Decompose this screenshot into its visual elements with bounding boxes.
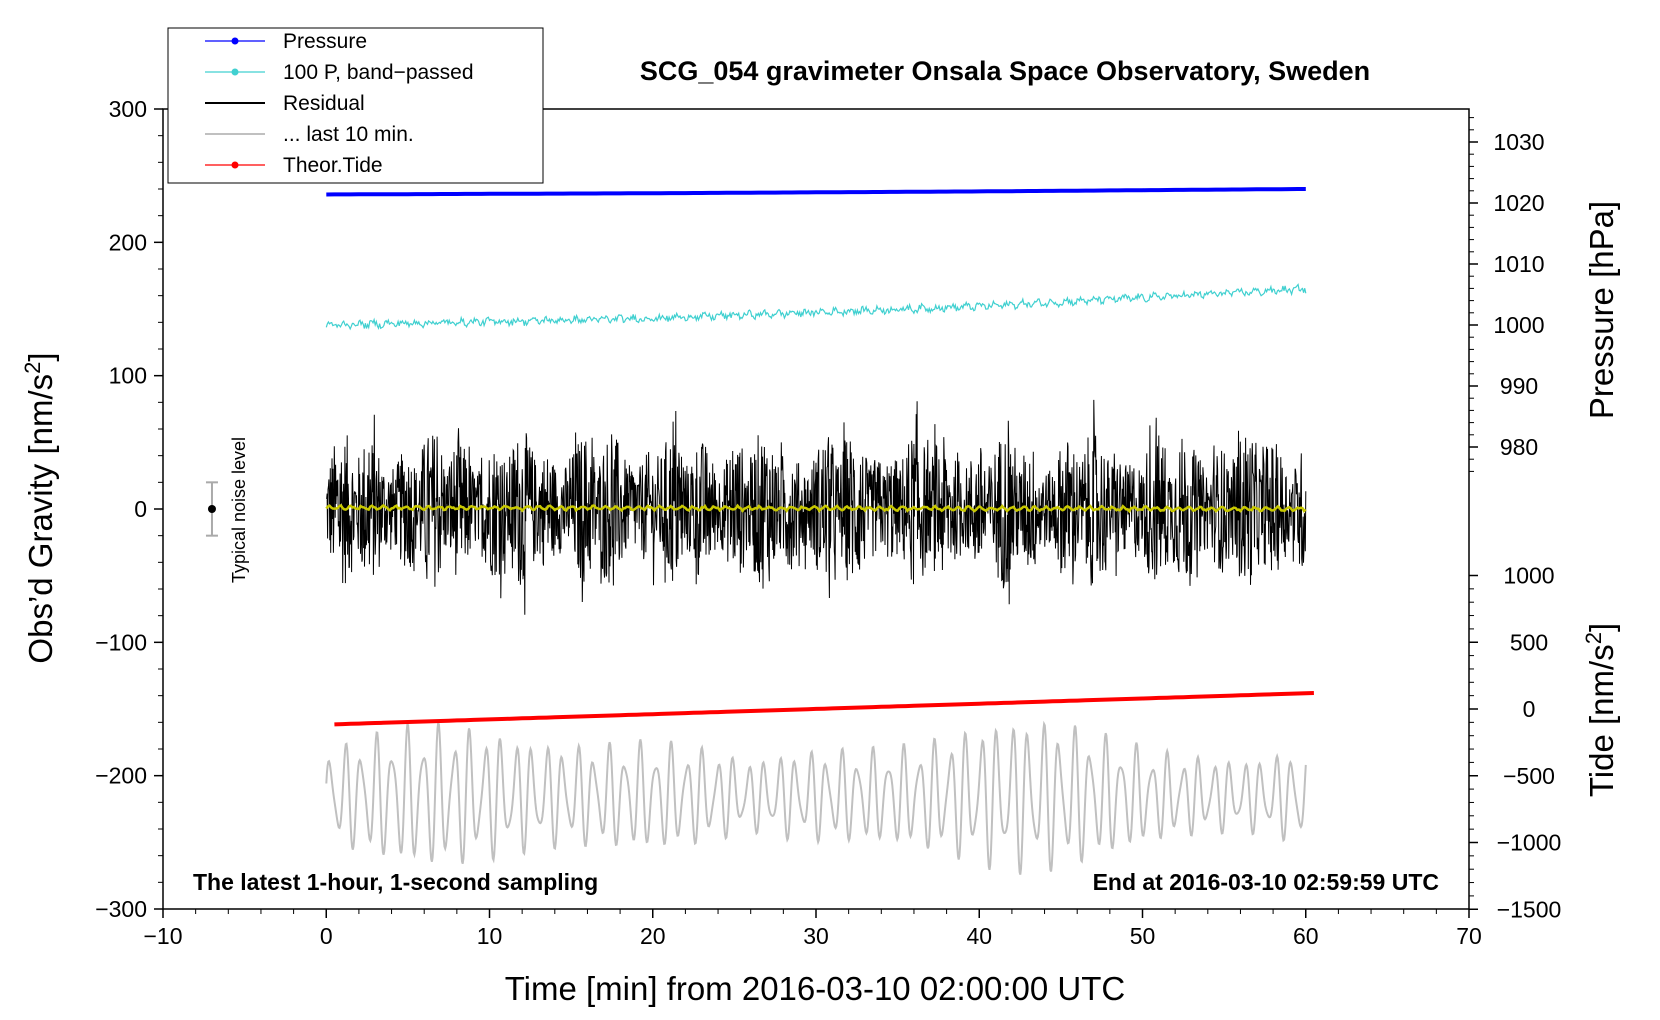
legend: Pressure 100 P, band−passed Residual ... la… — [167, 27, 544, 184]
pressure-tick-label: 1000 — [1493, 312, 1544, 338]
x-tick-label: −10 — [143, 923, 182, 949]
pressure-axis-label: Pressure [hPa] — [1583, 201, 1620, 419]
legend-label: 100 P, band−passed — [283, 61, 474, 84]
x-axis: −10 0 10 20 30 40 50 60 70 — [143, 909, 1482, 949]
tide-axis-label: Tide [nm/s2] — [1581, 623, 1621, 797]
tide-tick-label: 0 — [1523, 696, 1536, 722]
legend-box — [167, 27, 544, 184]
y-tick-label: −300 — [95, 896, 147, 922]
series-last-10-min — [325, 720, 1307, 875]
noise-bar: Typical noise level — [205, 437, 249, 583]
legend-marker — [231, 37, 239, 45]
x-axis-label: Time [min] from 2016-03-10 02:00:00 UTC — [505, 970, 1126, 1007]
chart-title: SCG_054 gravimeter Onsala Space Observat… — [640, 56, 1370, 86]
y-axis-label: Obs’d Gravity [nm/s2] — [20, 352, 60, 663]
y-tick-label: −200 — [95, 763, 147, 789]
legend-item: Pressure — [205, 30, 367, 53]
series-theoretical-tide — [334, 691, 1314, 727]
pressure-axis: 1030 1020 1010 1000 990 980 — [1469, 117, 1545, 472]
y-tick-label: 200 — [109, 229, 147, 255]
pressure-tick-label: 1020 — [1493, 190, 1544, 216]
legend-label: ... last 10 min. — [283, 123, 414, 146]
pressure-tick-label: 990 — [1500, 373, 1538, 399]
legend-label: Pressure — [283, 30, 367, 53]
legend-marker — [231, 68, 239, 76]
series-layer — [325, 187, 1314, 875]
legend-label: Theor.Tide — [283, 154, 383, 177]
noise-bar-dot — [207, 505, 216, 513]
legend-item: Theor.Tide — [205, 154, 383, 177]
legend-marker — [231, 161, 239, 169]
x-tick-label: 40 — [966, 923, 992, 949]
y-tick-label: 300 — [109, 96, 147, 122]
annotation-right: End at 2016-03-10 02:59:59 UTC — [1093, 869, 1439, 895]
series-pressure — [326, 187, 1306, 197]
pressure-tick-label: 980 — [1500, 434, 1538, 460]
x-tick-label: 10 — [477, 923, 503, 949]
legend-item: 100 P, band−passed — [205, 61, 474, 84]
legend-label: Residual — [283, 92, 365, 115]
series-band-passed-pressure — [325, 283, 1307, 331]
annotation-left: The latest 1-hour, 1-second sampling — [193, 869, 598, 895]
x-tick-label: 50 — [1130, 923, 1156, 949]
x-tick-label: 60 — [1293, 923, 1319, 949]
series-smoothed-residual — [325, 503, 1307, 514]
y-tick-label: 0 — [134, 496, 147, 522]
y-axis-left: 300 200 100 0 −100 −200 −300 — [95, 96, 163, 922]
tide-tick-label: −500 — [1503, 763, 1555, 789]
legend-item: Residual — [205, 92, 365, 115]
tide-tick-label: −1000 — [1497, 830, 1562, 856]
pressure-tick-label: 1030 — [1493, 129, 1544, 155]
pressure-tick-label: 1010 — [1493, 251, 1544, 277]
tide-tick-label: −1500 — [1497, 896, 1562, 922]
noise-level-label: Typical noise level — [229, 437, 249, 583]
x-tick-label: 0 — [320, 923, 333, 949]
x-tick-label: 30 — [803, 923, 829, 949]
x-tick-label: 70 — [1456, 923, 1482, 949]
legend-item: ... last 10 min. — [205, 123, 414, 146]
tide-tick-label: 1000 — [1503, 563, 1554, 589]
series-residual — [325, 399, 1307, 615]
y-tick-label: 100 — [109, 363, 147, 389]
tide-tick-label: 500 — [1510, 629, 1548, 655]
x-tick-label: 20 — [640, 923, 666, 949]
y-tick-label: −100 — [95, 629, 147, 655]
tide-axis: 1000 500 0 −500 −1000 −1500 — [1469, 563, 1562, 922]
